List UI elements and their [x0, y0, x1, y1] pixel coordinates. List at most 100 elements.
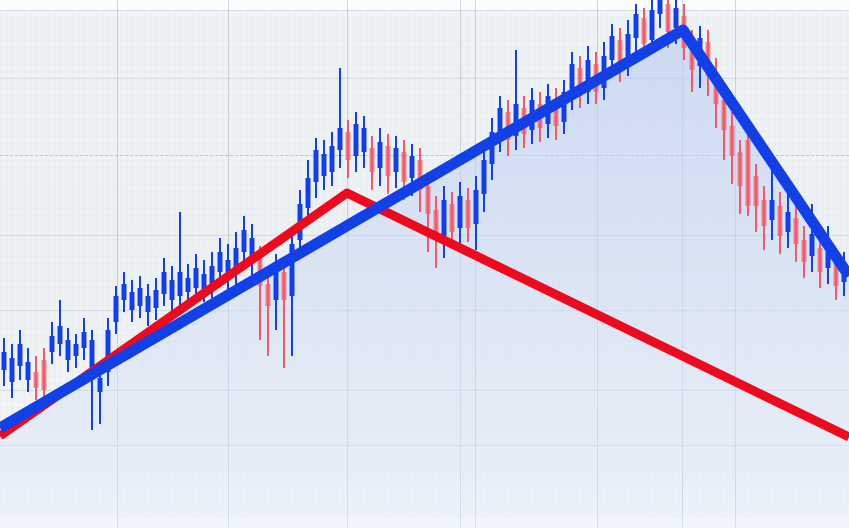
candle-body — [201, 274, 207, 290]
candle-body — [241, 230, 247, 252]
candle-body — [457, 196, 463, 228]
candle-wick — [283, 258, 285, 368]
candle-body — [769, 200, 775, 220]
candle-body — [57, 326, 63, 344]
candle-body — [377, 142, 383, 168]
candle-body — [777, 206, 783, 236]
candle-body — [185, 278, 191, 292]
candle-body — [417, 160, 423, 190]
candle-body — [625, 34, 631, 64]
candle-body — [465, 200, 471, 228]
candle-body — [153, 290, 159, 308]
candle-body — [161, 272, 167, 294]
candle-body — [633, 14, 639, 38]
candle-body — [177, 272, 183, 296]
candle-body — [321, 154, 327, 176]
candle-body — [761, 200, 767, 226]
candle-body — [513, 104, 519, 136]
candle-body — [305, 178, 311, 208]
candle-body — [41, 360, 47, 390]
candle-body — [577, 68, 583, 96]
candle-body — [361, 128, 367, 152]
candle-body — [273, 268, 279, 300]
candle-body — [49, 336, 55, 352]
candle-body — [481, 160, 487, 194]
horizontal-gridline-0 — [0, 10, 849, 11]
candle-wick — [99, 366, 101, 424]
candle-body — [353, 124, 359, 156]
candle-body — [313, 150, 319, 182]
candle-body — [369, 148, 375, 172]
candle-body — [441, 200, 447, 236]
candle-body — [657, 0, 663, 14]
candle-body — [265, 284, 271, 306]
candle-body — [89, 340, 95, 380]
candle-body — [553, 100, 559, 126]
candle-body — [497, 108, 503, 136]
candle-body — [209, 266, 215, 286]
candle-body — [809, 234, 815, 256]
candle-body — [233, 248, 239, 272]
area-fill — [0, 30, 849, 528]
candle-body — [193, 268, 199, 288]
candle-body — [753, 176, 759, 206]
candle-body — [817, 248, 823, 272]
candle-body — [825, 248, 831, 268]
candle-body — [345, 132, 351, 160]
candle-body — [385, 146, 391, 176]
candle-body — [25, 362, 31, 380]
candle-body — [473, 190, 479, 224]
candle-body — [9, 358, 15, 382]
candle-body — [289, 244, 295, 296]
candle-body — [665, 4, 671, 32]
candle-body — [217, 252, 223, 272]
candle-body — [793, 218, 799, 244]
candle-body — [785, 212, 791, 232]
candle-body — [97, 378, 103, 392]
blue-trendline — [0, 24, 849, 433]
candle-wick — [179, 212, 181, 308]
candle-body — [721, 100, 727, 130]
candle-body — [409, 156, 415, 178]
candle-body — [17, 344, 23, 366]
candle-body — [73, 344, 79, 356]
candle-body — [281, 272, 287, 300]
candle-body — [617, 40, 623, 68]
candle-body — [169, 280, 175, 300]
candle-body — [129, 292, 135, 310]
candle-body — [609, 36, 615, 60]
candle-body — [105, 330, 111, 372]
candle-body — [561, 92, 567, 122]
candle-body — [329, 146, 335, 172]
candle-body — [81, 332, 87, 348]
candle-body — [745, 140, 751, 206]
candle-body — [833, 260, 839, 286]
candle-body — [433, 210, 439, 240]
horizontal-gridline-1 — [0, 78, 849, 79]
candle-body — [65, 340, 71, 360]
candle-body — [737, 152, 743, 186]
candle-wick — [267, 270, 269, 356]
candle-body — [801, 240, 807, 262]
candle-body — [337, 128, 343, 150]
candle-body — [33, 372, 39, 388]
candle-body — [425, 186, 431, 214]
candle-body — [249, 238, 255, 262]
candle-body — [689, 44, 695, 70]
candle-body — [401, 152, 407, 182]
candle-body — [225, 260, 231, 278]
candle-wick — [515, 50, 517, 150]
candle-body — [729, 126, 735, 156]
candle-body — [121, 284, 127, 300]
candle-body — [393, 148, 399, 172]
candle-body — [673, 8, 679, 28]
candle-body — [489, 132, 495, 164]
horizontal-gridline-2 — [0, 155, 849, 156]
vertical-gridline-0 — [117, 0, 118, 528]
candle-body — [641, 18, 647, 44]
candle-body — [649, 10, 655, 40]
candle-wick — [259, 246, 261, 340]
candle-body — [449, 204, 455, 232]
candle-wick — [339, 68, 341, 168]
